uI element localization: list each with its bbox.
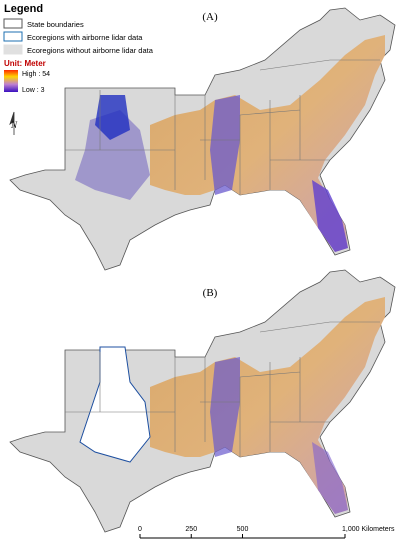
legend-item: State boundaries bbox=[27, 20, 84, 29]
scale-label: 250 bbox=[185, 526, 197, 533]
scale-label: 0 bbox=[138, 526, 142, 533]
swatch bbox=[3, 18, 23, 29]
panel-label: (A) bbox=[202, 11, 218, 23]
color-ramp bbox=[4, 70, 18, 92]
map-b: (B) bbox=[9, 269, 396, 533]
legend: Legend State boundaries Ecoregions with … bbox=[3, 3, 154, 94]
legend-item: Ecoregions without airborne lidar data bbox=[27, 46, 154, 55]
north-arrow: N bbox=[9, 111, 18, 135]
north-label: N bbox=[10, 120, 18, 130]
legend-low: Low : 3 bbox=[22, 87, 45, 94]
swatch bbox=[3, 31, 23, 42]
swatch bbox=[3, 44, 23, 55]
scale-bar: 0 250 500 1,000 Kilometers bbox=[138, 526, 395, 539]
legend-unit: Unit: Meter bbox=[4, 59, 46, 68]
scale-label: 500 bbox=[237, 526, 249, 533]
legend-item: Ecoregions with airborne lidar data bbox=[27, 33, 143, 42]
legend-high: High : 54 bbox=[22, 71, 50, 78]
panel-label: (B) bbox=[203, 287, 218, 299]
map-a: (A) bbox=[9, 7, 396, 271]
scale-label: 1,000 Kilometers bbox=[342, 526, 395, 533]
legend-title: Legend bbox=[4, 3, 43, 15]
